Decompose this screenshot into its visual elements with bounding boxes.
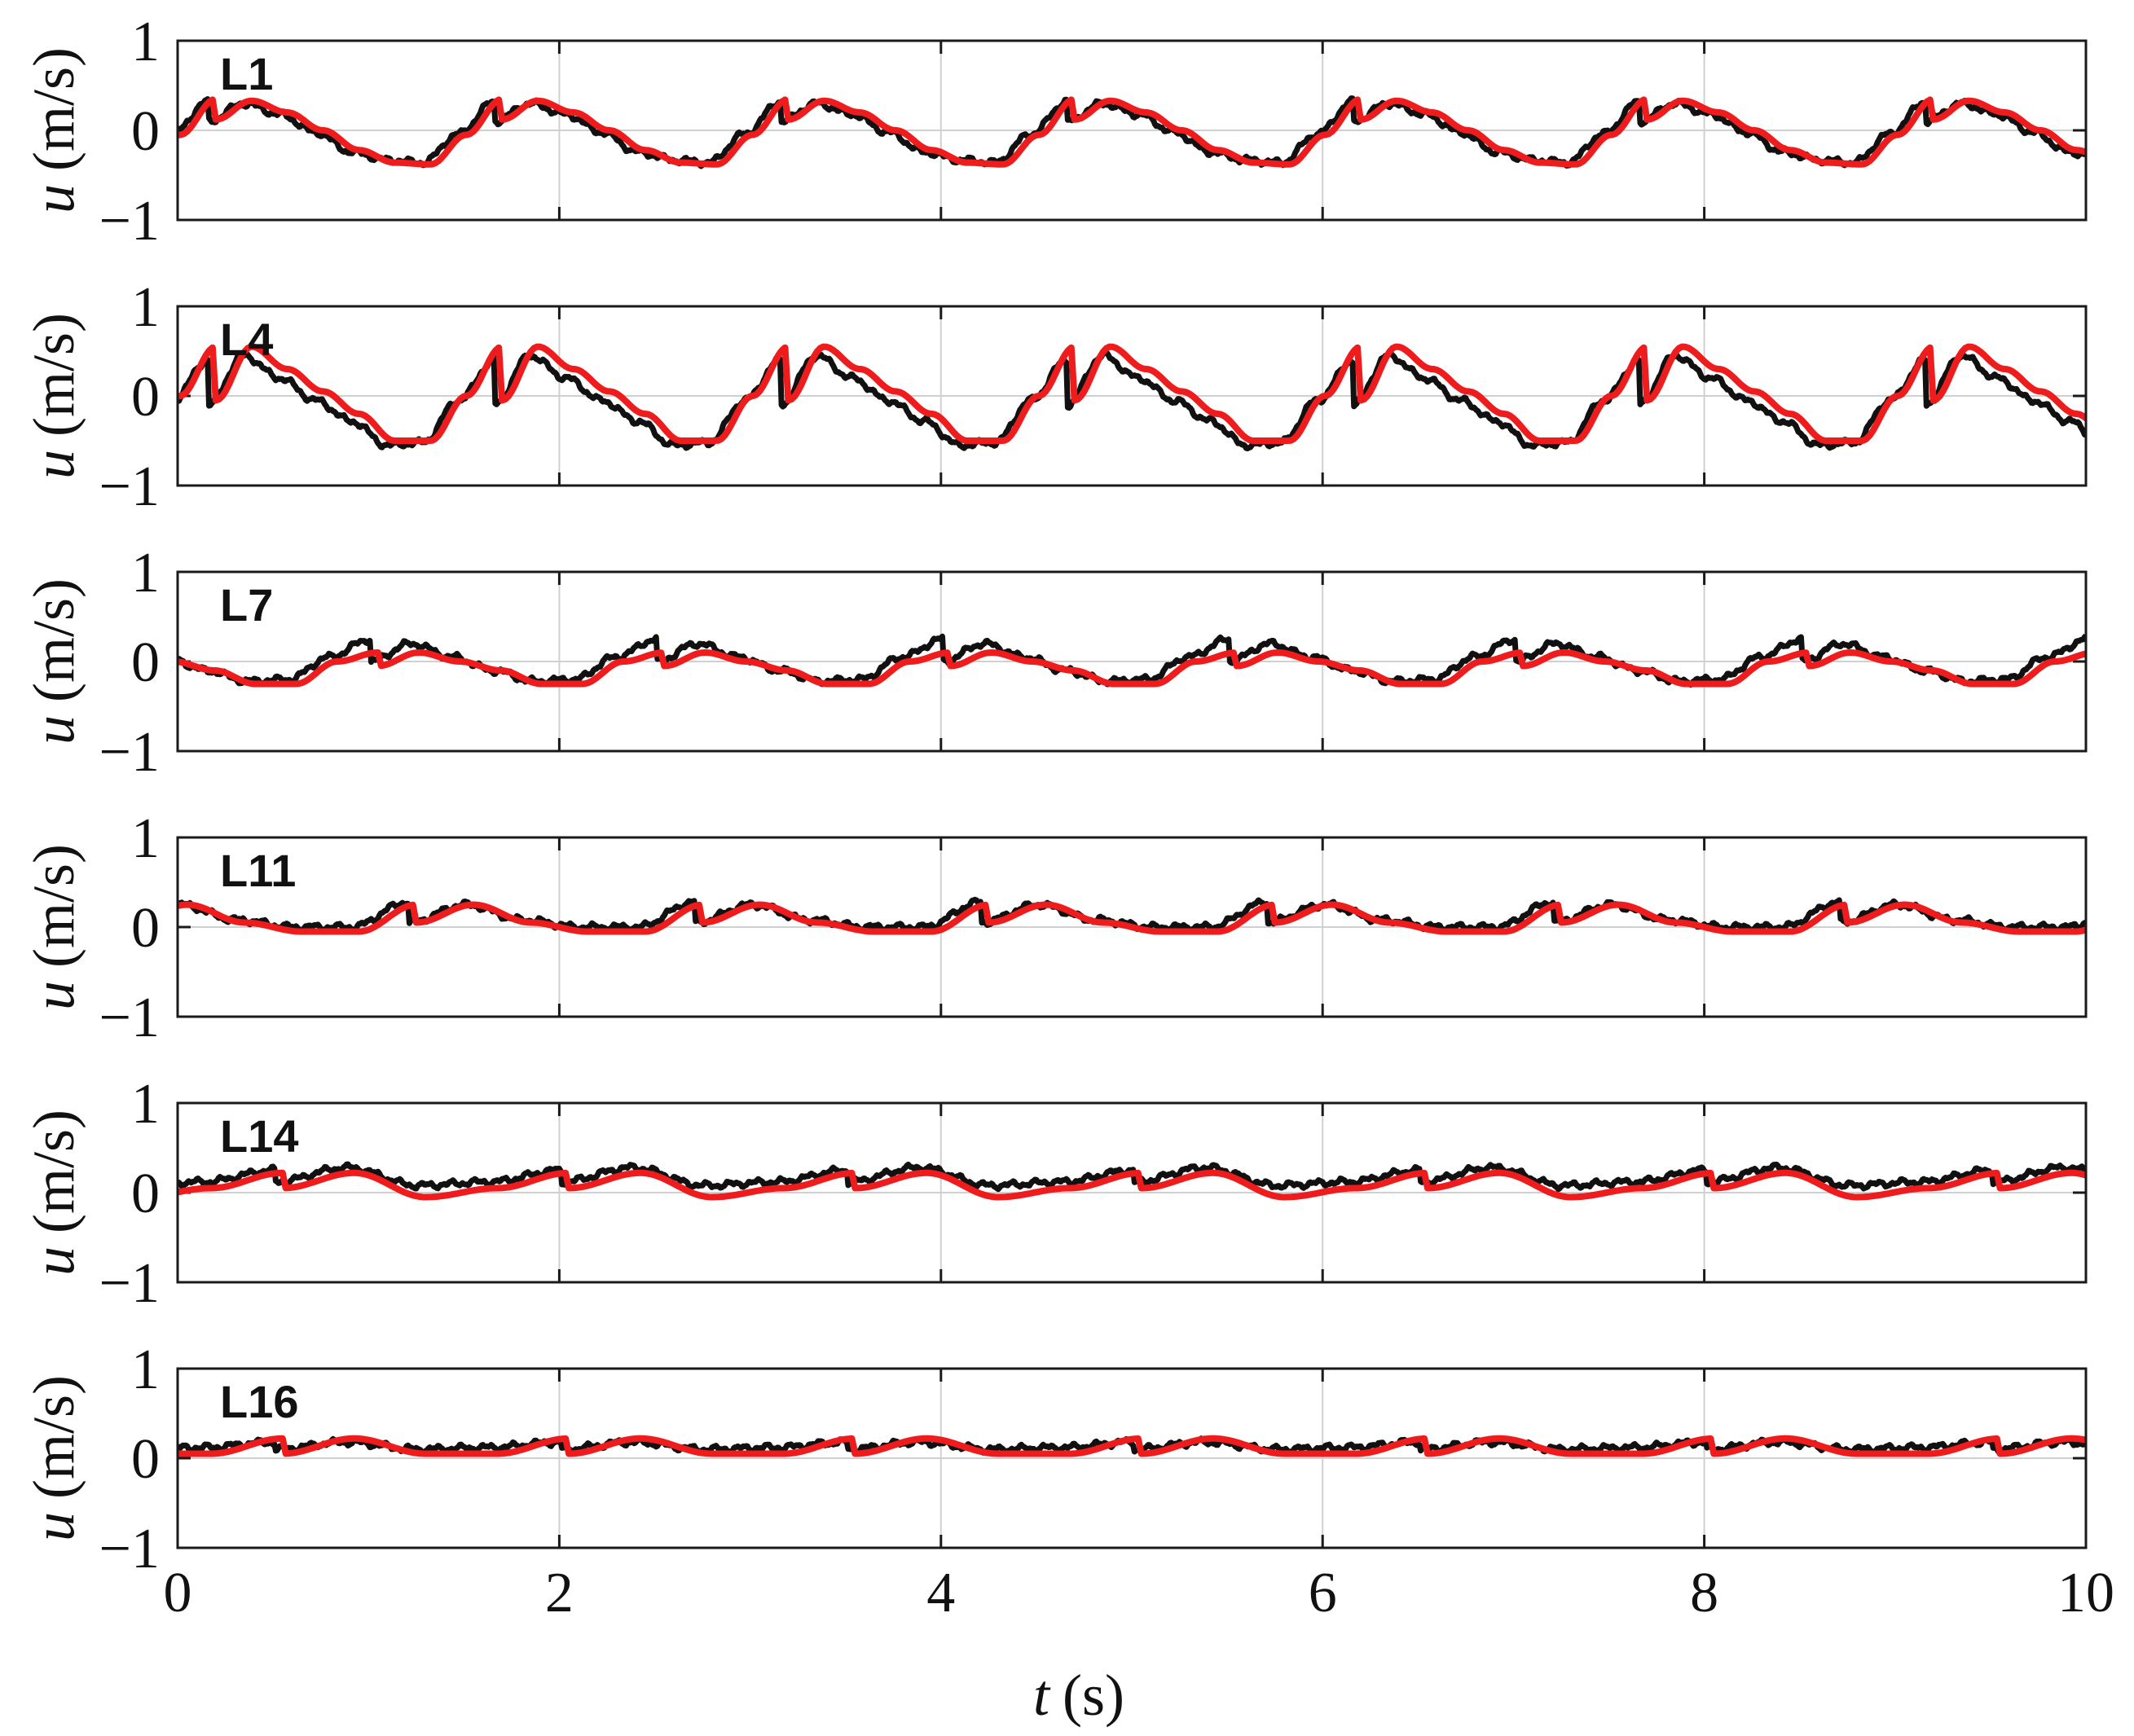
x-tick-label: 10 bbox=[2057, 1562, 2114, 1624]
panel-l7: 1 0 −1 u (m/s) L7 bbox=[21, 542, 2088, 784]
panel-label: L11 bbox=[220, 845, 296, 896]
measured-series bbox=[178, 1435, 2086, 1457]
panel-frame bbox=[176, 39, 2088, 222]
y-axis-title: u (m/s) bbox=[21, 844, 86, 1010]
y-axis-variable: u bbox=[21, 450, 86, 479]
x-tick-label: 6 bbox=[1309, 1562, 1337, 1624]
y-tick-label: 0 bbox=[131, 631, 160, 694]
x-tick-label: 8 bbox=[1690, 1562, 1718, 1624]
y-axis-variable: u bbox=[21, 1512, 86, 1541]
x-tick-label: 4 bbox=[926, 1562, 955, 1624]
panel-l16: 1 0 −1 u (m/s) L16 bbox=[21, 1338, 2088, 1580]
y-tick-label: 1 bbox=[131, 1338, 160, 1401]
y-axis-variable: u bbox=[21, 981, 86, 1010]
model-series bbox=[178, 96, 2086, 168]
y-tick-label: 1 bbox=[131, 807, 160, 870]
panel-frame bbox=[176, 1101, 2088, 1284]
y-tick-label: −1 bbox=[99, 1518, 160, 1580]
panel-frame bbox=[176, 1367, 2088, 1549]
y-tick-label: −1 bbox=[99, 987, 160, 1049]
panel-frame bbox=[176, 305, 2088, 487]
y-axis-variable: u bbox=[21, 1246, 86, 1276]
y-tick-label: −1 bbox=[99, 190, 160, 253]
x-axis-variable: t bbox=[1033, 1663, 1051, 1728]
model-series bbox=[178, 901, 2086, 935]
panel-l1: 1 0 −1 u (m/s) L1 bbox=[21, 11, 2088, 253]
panel-frame bbox=[176, 836, 2088, 1018]
panel-label: L16 bbox=[220, 1376, 299, 1427]
y-axis-unit: (m/s) bbox=[21, 844, 86, 968]
y-tick-label: 1 bbox=[131, 542, 160, 604]
y-axis-unit: (m/s) bbox=[21, 47, 86, 171]
y-tick-label: 0 bbox=[131, 100, 160, 163]
panel-l14: 1 0 −1 u (m/s) L14 bbox=[21, 1073, 2088, 1315]
y-axis-unit: (m/s) bbox=[21, 313, 86, 437]
y-tick-label: 1 bbox=[131, 1073, 160, 1136]
y-tick-label: 0 bbox=[131, 1428, 160, 1491]
y-axis-title: u (m/s) bbox=[21, 313, 86, 479]
y-axis-unit: (m/s) bbox=[21, 578, 86, 702]
y-tick-label: 0 bbox=[131, 897, 160, 960]
y-axis-title: u (m/s) bbox=[21, 47, 86, 213]
y-axis-variable: u bbox=[21, 184, 86, 213]
y-axis-title: u (m/s) bbox=[21, 1375, 86, 1541]
y-axis-unit: (m/s) bbox=[21, 1375, 86, 1499]
model-series bbox=[178, 1435, 2086, 1457]
y-axis-variable: u bbox=[21, 715, 86, 745]
panel-label: L1 bbox=[220, 48, 273, 99]
panel-label: L14 bbox=[220, 1110, 299, 1162]
y-tick-label: 0 bbox=[131, 366, 160, 429]
x-axis-unit: (s) bbox=[1063, 1663, 1124, 1728]
y-axis-title: u (m/s) bbox=[21, 578, 86, 745]
panel-l4: 1 0 −1 u (m/s) L4 bbox=[21, 276, 2088, 518]
y-tick-label: −1 bbox=[99, 455, 160, 518]
y-tick-label: −1 bbox=[99, 721, 160, 784]
panel-l11: 1 0 −1 u (m/s) L11 bbox=[21, 807, 2088, 1049]
measured-series bbox=[178, 349, 2086, 451]
y-tick-label: 1 bbox=[131, 276, 160, 339]
x-tick-label: 2 bbox=[545, 1562, 574, 1624]
panel-label: L7 bbox=[220, 579, 273, 631]
measured-series bbox=[178, 95, 2086, 169]
model-series bbox=[178, 649, 2086, 688]
x-tick-label: 0 bbox=[164, 1562, 192, 1624]
panel-label: L4 bbox=[220, 314, 273, 365]
y-tick-label: 0 bbox=[131, 1162, 160, 1225]
y-axis-unit: (m/s) bbox=[21, 1110, 86, 1233]
x-axis-title: t (s) bbox=[1033, 1663, 1124, 1728]
panel-frame bbox=[176, 570, 2088, 753]
y-tick-label: −1 bbox=[99, 1252, 160, 1315]
measured-series bbox=[178, 1161, 2086, 1193]
y-axis-title: u (m/s) bbox=[21, 1110, 86, 1276]
model-series bbox=[178, 1169, 2086, 1201]
model-series bbox=[178, 343, 2086, 444]
x-axis: 0 2 4 6 8 10 bbox=[164, 1562, 2115, 1624]
y-tick-label: 1 bbox=[131, 11, 160, 73]
